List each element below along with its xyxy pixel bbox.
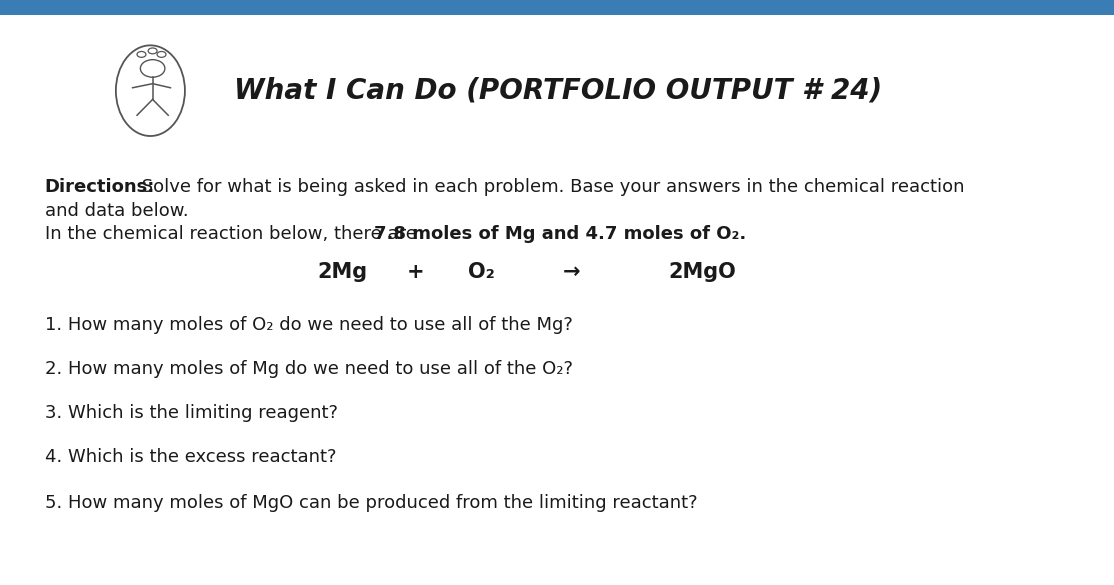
Text: 2. How many moles of Mg do we need to use all of the O₂?: 2. How many moles of Mg do we need to us… bbox=[45, 360, 573, 378]
Text: and data below.: and data below. bbox=[45, 202, 188, 220]
Text: +: + bbox=[407, 262, 424, 282]
Bar bbox=[0, 0, 1114, 15]
Text: 1. How many moles of O₂ do we need to use all of the Mg?: 1. How many moles of O₂ do we need to us… bbox=[45, 316, 573, 334]
Text: What I Can Do (PORTFOLIO OUTPUT # 24): What I Can Do (PORTFOLIO OUTPUT # 24) bbox=[234, 77, 882, 105]
Text: 5. How many moles of MgO can be produced from the limiting reactant?: 5. How many moles of MgO can be produced… bbox=[45, 494, 697, 512]
Text: In the chemical reaction below, there are: In the chemical reaction below, there ar… bbox=[45, 225, 422, 243]
Text: 2Mg: 2Mg bbox=[317, 262, 368, 282]
Text: →: → bbox=[563, 262, 580, 282]
Text: 2MgO: 2MgO bbox=[668, 262, 736, 282]
Text: Solve for what is being asked in each problem. Base your answers in the chemical: Solve for what is being asked in each pr… bbox=[136, 178, 965, 197]
Text: 4. Which is the excess reactant?: 4. Which is the excess reactant? bbox=[45, 448, 336, 466]
Text: O₂: O₂ bbox=[468, 262, 495, 282]
Text: 7.8 moles of Mg and 4.7 moles of O₂.: 7.8 moles of Mg and 4.7 moles of O₂. bbox=[374, 225, 746, 243]
Text: 3. Which is the limiting reagent?: 3. Which is the limiting reagent? bbox=[45, 404, 338, 422]
Text: Directions:: Directions: bbox=[45, 178, 155, 197]
